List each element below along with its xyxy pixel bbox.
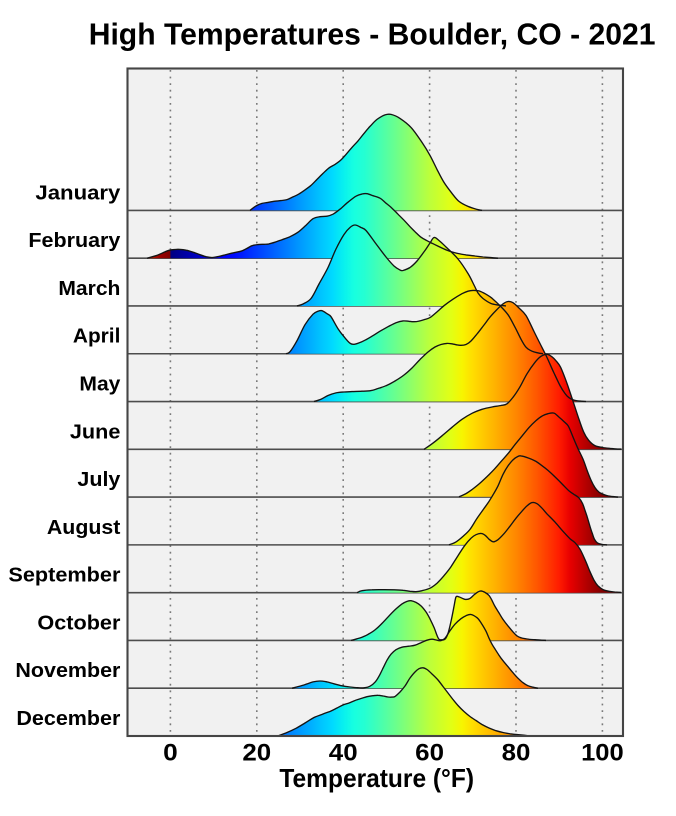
svg-text:December: December [16,707,120,730]
svg-text:100: 100 [581,740,624,767]
svg-text:November: November [15,659,120,682]
svg-text:September: September [8,564,120,587]
svg-text:May: May [79,373,121,396]
svg-text:January: January [35,181,121,204]
svg-text:0: 0 [163,740,178,767]
svg-text:March: March [58,277,120,300]
svg-text:August: August [47,516,121,539]
svg-text:July: July [77,468,121,491]
svg-text:60: 60 [415,740,444,767]
svg-text:20: 20 [242,740,271,767]
svg-text:April: April [73,325,121,348]
svg-text:Temperature (°F): Temperature (°F) [279,763,474,793]
svg-text:October: October [37,611,120,634]
svg-text:February: February [28,229,121,252]
svg-text:June: June [70,420,121,443]
svg-text:40: 40 [329,740,358,767]
svg-text:80: 80 [502,740,531,767]
svg-text:High Temperatures - Boulder, C: High Temperatures - Boulder, CO - 2021 [89,17,656,52]
